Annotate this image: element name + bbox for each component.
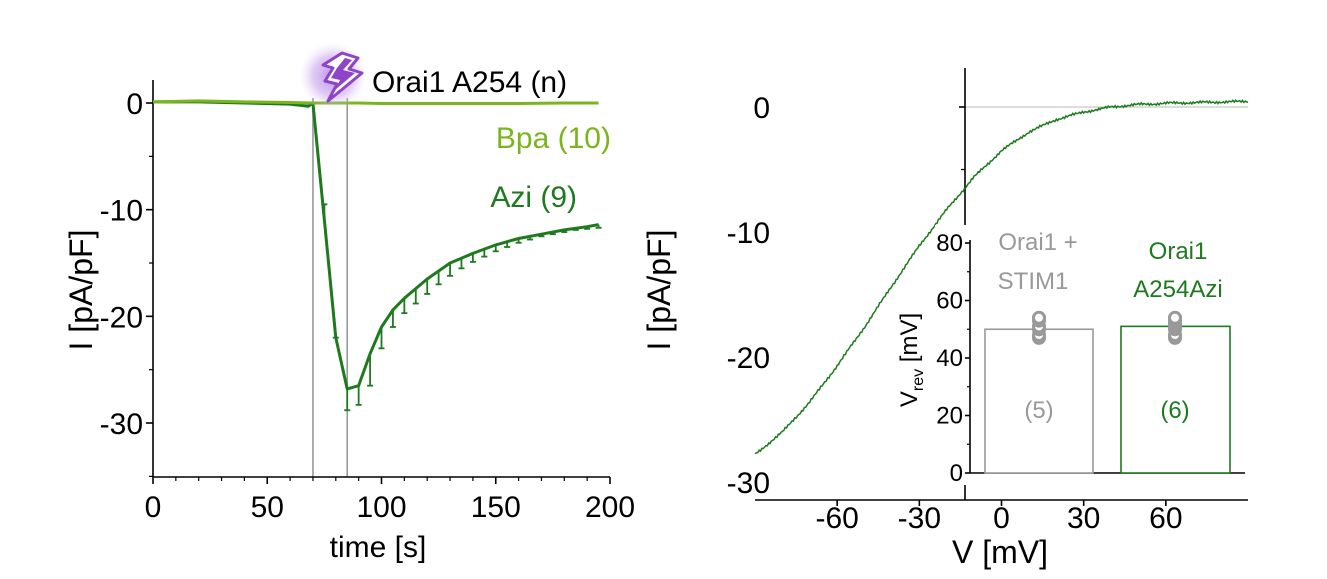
time-course-x-tick-label: 50 (251, 491, 284, 524)
iv-y-tick-label: -20 (727, 342, 770, 375)
iv-y-tick-label: 0 (753, 92, 770, 125)
inset-bars (984, 310, 1231, 474)
legend-header: Orai1 A254 (n) (372, 66, 567, 99)
time-course-y-tick-label: -20 (100, 301, 143, 334)
inset-label-a254azi-line1: Orai1 (1149, 238, 1208, 265)
time-course-x-tick-label: 200 (585, 491, 635, 524)
time-course-x-ticks: 0 50 100 150 200 (145, 477, 635, 524)
iv-y-tick-label: -30 (727, 467, 770, 500)
inset-label-a254azi-line2: A254Azi (1133, 276, 1222, 303)
time-course-x-tick-label: 150 (471, 491, 521, 524)
time-course-x-label: time [s] (330, 531, 427, 564)
time-course-x-tick-label: 0 (145, 491, 162, 524)
iv-y-ticks: 0 -10 -20 -30 (727, 92, 965, 500)
time-course-y-label: I [pA/pF] (63, 230, 99, 351)
inset-bar-0 (984, 328, 1094, 474)
time-course-y-ticks: 0 -10 -20 -30 (100, 88, 153, 477)
iv-y-tick-label: -10 (727, 217, 770, 250)
time-course-markers (312, 98, 349, 477)
time-course-y-tick-label: -30 (100, 408, 143, 441)
iv-y-label: I [pA/pF] (641, 230, 677, 351)
iv-series (754, 99, 1249, 455)
iv-series-line (754, 99, 1249, 455)
iv-x-tick-label: 30 (1067, 502, 1100, 535)
time-course-x-tick-label: 100 (356, 491, 406, 524)
inset-y-tick-label: 80 (936, 230, 963, 257)
azi-series-line (153, 100, 599, 391)
time-course-panel: 0 50 100 150 200 0 -10 -20 -30 Orai1 A254 (n) B… (63, 42, 635, 564)
inset-label-orai1-stim1-line2: STIM1 (998, 268, 1069, 295)
bpa-series-line (152, 99, 599, 105)
iv-x-tick-label: 0 (993, 502, 1010, 535)
iv-x-tick-label: -60 (815, 502, 858, 535)
time-course-series (152, 99, 602, 412)
time-course-y-tick-label: 0 (126, 88, 143, 121)
iv-x-tick-label: -30 (898, 502, 941, 535)
inset-n-a254azi: (6) (1160, 397, 1189, 424)
legend-bpa: Bpa (10) (496, 122, 611, 155)
light-flash-icon (299, 42, 367, 110)
inset-data-point (1032, 310, 1046, 325)
iv-x-label: V [mV] (952, 534, 1048, 570)
inset-y-tick-label: 40 (936, 345, 963, 372)
inset-y-label: Vrev [mV] (896, 313, 927, 407)
inset-y-tick-label: 0 (950, 460, 963, 487)
inset-y-ticks: 0 20 40 60 80 (936, 230, 970, 487)
inset-y-tick-label: 20 (936, 403, 963, 430)
inset-n-orai1-stim1: (5) (1024, 397, 1053, 424)
legend-azi: Azi (9) (490, 181, 577, 214)
inset-label-orai1-stim1-line1: Orai1 + (998, 229, 1077, 256)
time-course-y-tick-label: -10 (100, 195, 143, 228)
iv-x-tick-label: 60 (1149, 502, 1182, 535)
inset-y-tick-label: 60 (936, 288, 963, 315)
inset-data-point (1168, 310, 1182, 325)
iv-x-ticks: -60 -30 0 30 60 (815, 500, 1183, 535)
